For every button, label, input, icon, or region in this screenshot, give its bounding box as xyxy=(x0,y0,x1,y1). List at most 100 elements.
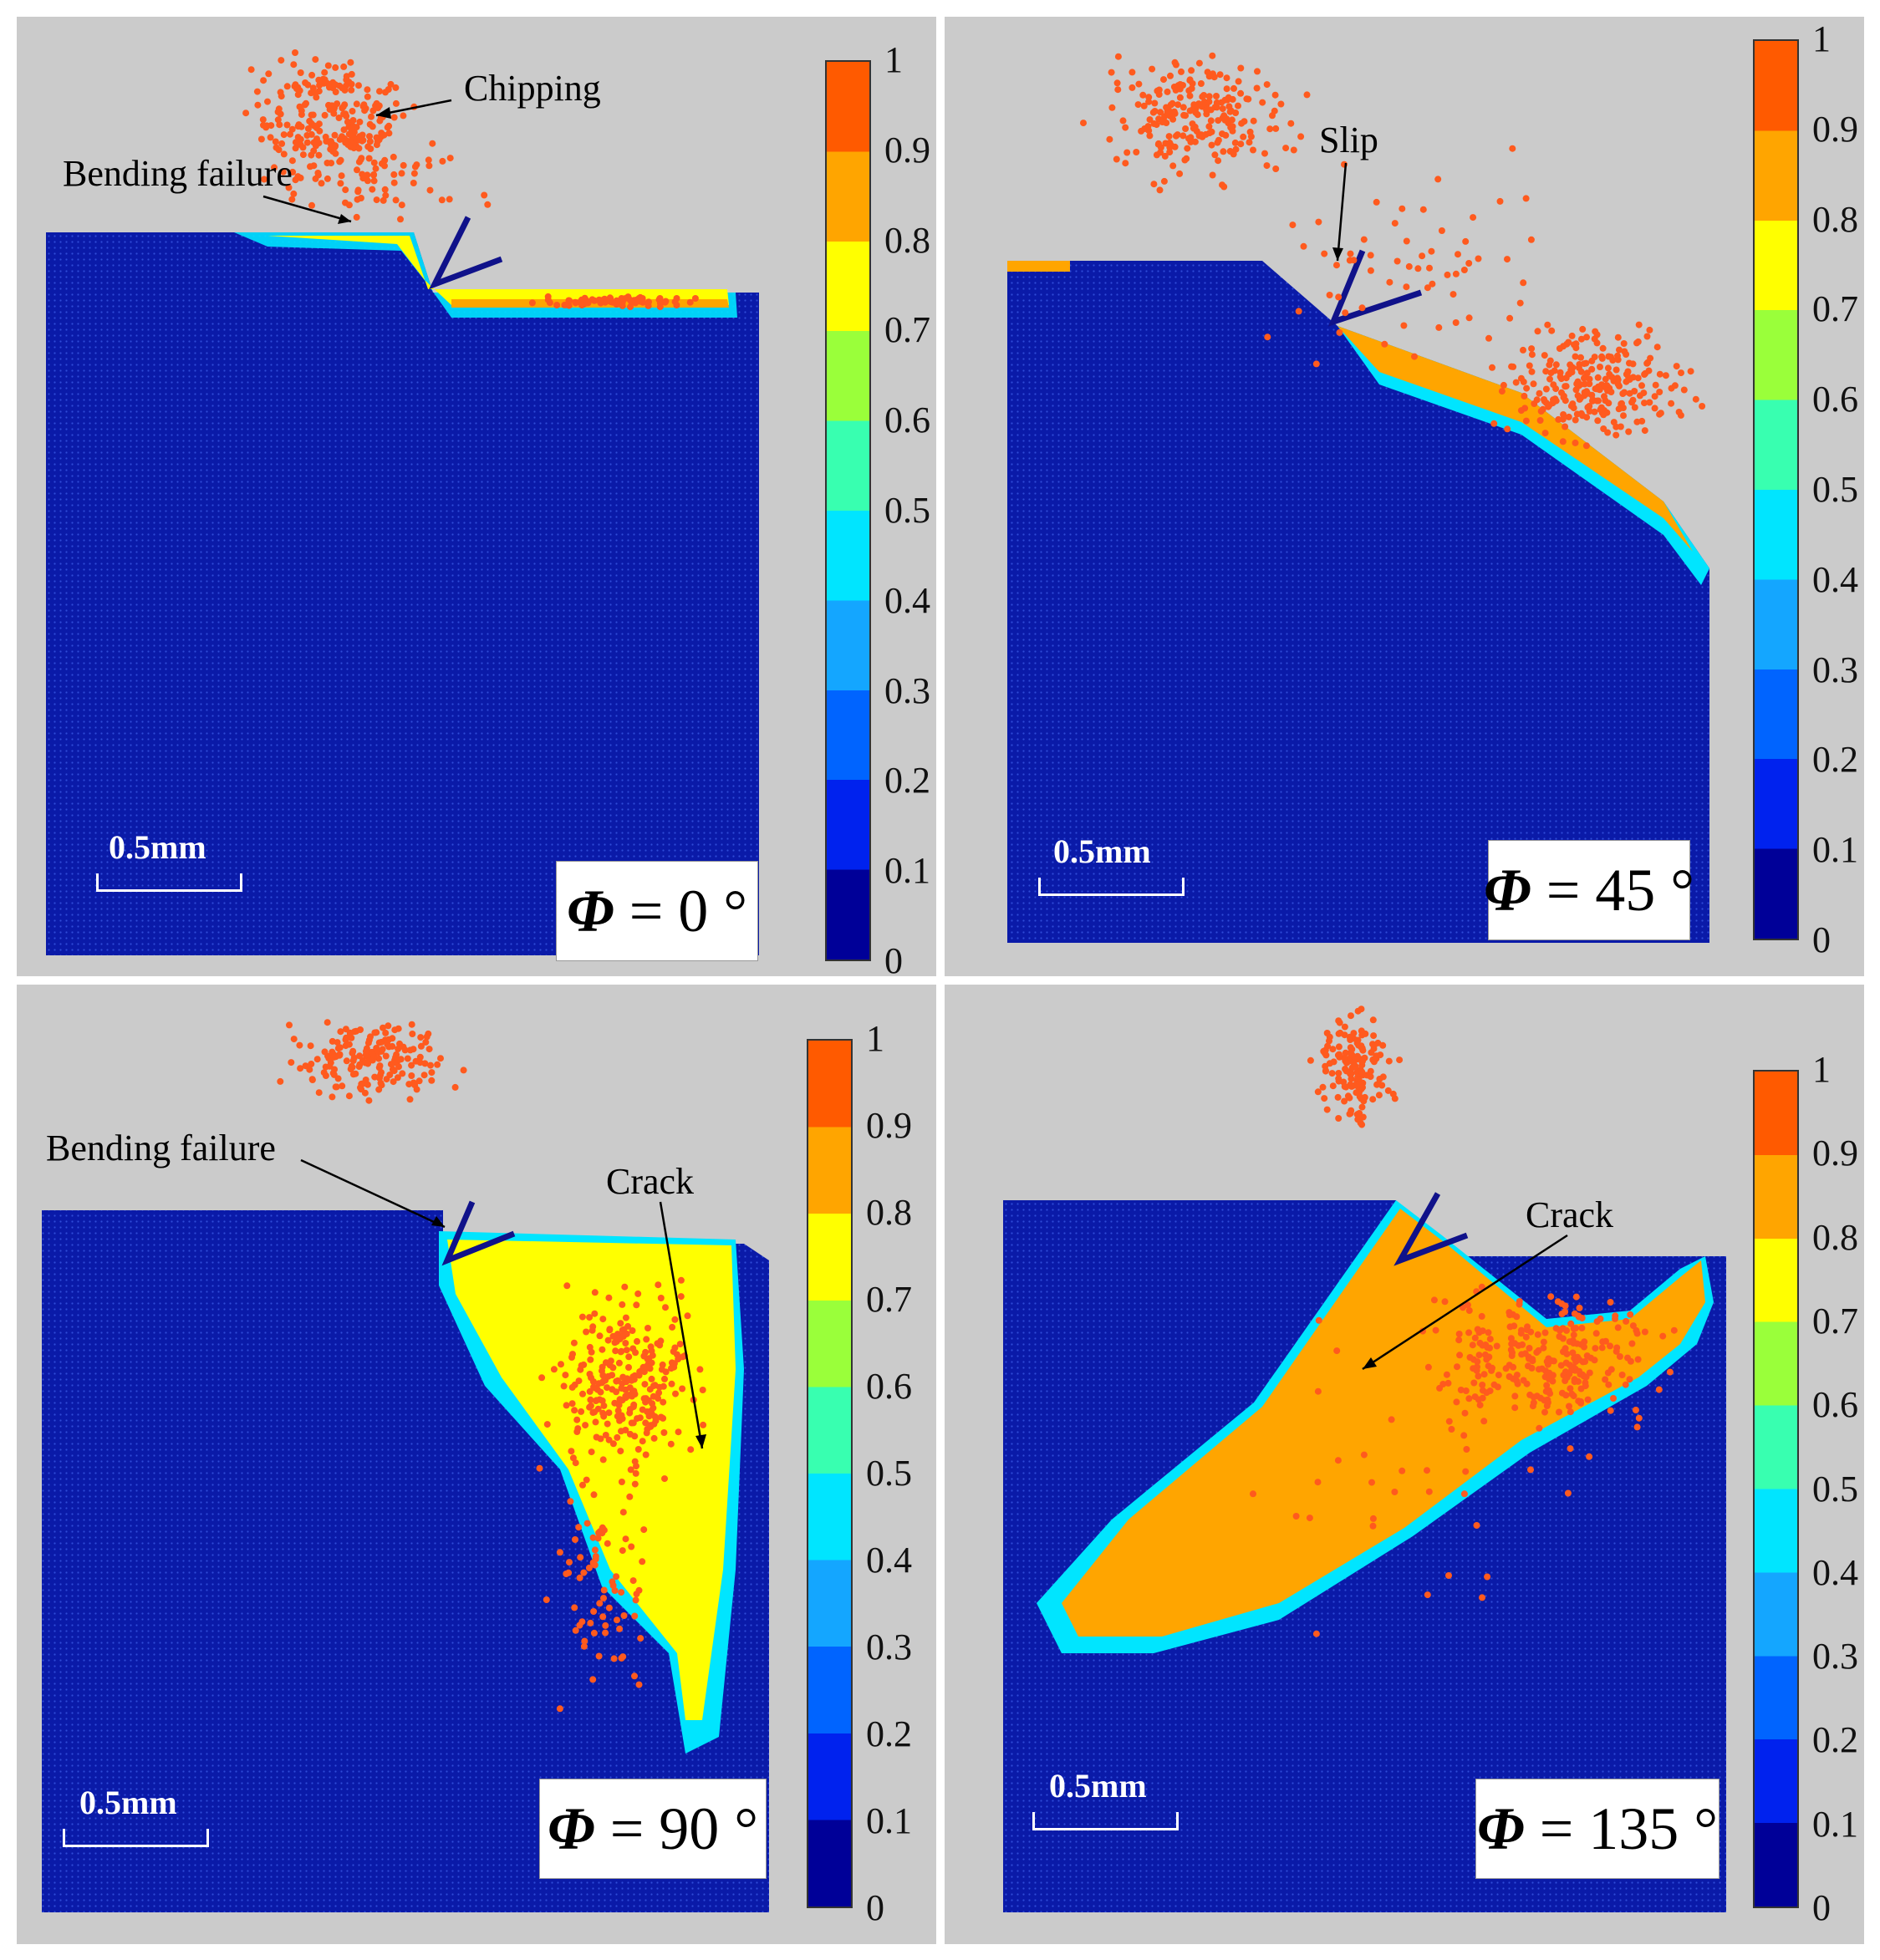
particle xyxy=(1666,1368,1674,1376)
particle xyxy=(639,1558,646,1565)
particle xyxy=(1475,1372,1482,1380)
particle xyxy=(1598,1344,1606,1352)
particle xyxy=(354,186,362,194)
particle xyxy=(1218,99,1225,106)
particle xyxy=(1282,145,1290,152)
particle xyxy=(1271,91,1279,99)
particle xyxy=(1370,1042,1378,1050)
particle xyxy=(684,1312,691,1320)
particle xyxy=(438,196,446,204)
colorbar-tick-label: 0.2 xyxy=(866,1713,912,1754)
particle xyxy=(329,1093,336,1101)
particle xyxy=(1564,1489,1572,1497)
particle xyxy=(1605,353,1613,360)
particle xyxy=(629,1577,637,1585)
particle xyxy=(1336,1051,1342,1058)
particle xyxy=(1557,1362,1565,1369)
particle xyxy=(247,66,255,74)
particle xyxy=(1263,81,1271,89)
particle xyxy=(1167,72,1174,79)
particle xyxy=(609,1364,617,1372)
particle xyxy=(1592,1330,1600,1337)
particle xyxy=(342,1036,349,1043)
particle xyxy=(321,69,329,76)
particle xyxy=(581,1637,588,1645)
particle xyxy=(617,1320,624,1327)
particle xyxy=(586,1387,594,1395)
particle xyxy=(1528,368,1536,375)
particle xyxy=(1204,69,1211,76)
particle xyxy=(642,1451,650,1459)
particle xyxy=(1322,1067,1329,1075)
particle xyxy=(1474,1326,1481,1333)
particle xyxy=(348,70,355,78)
particle xyxy=(1195,132,1203,140)
particle xyxy=(345,201,353,209)
particle xyxy=(1659,1332,1667,1340)
particle xyxy=(1424,1363,1432,1371)
particle xyxy=(1677,411,1684,419)
particle xyxy=(369,186,376,193)
particle xyxy=(1655,1386,1663,1393)
particle xyxy=(1375,1092,1383,1099)
particle xyxy=(625,1364,632,1371)
particle xyxy=(572,1536,578,1543)
particle xyxy=(375,136,383,144)
particle xyxy=(1572,416,1579,424)
particle xyxy=(582,1422,589,1429)
particle xyxy=(578,1618,586,1626)
particle xyxy=(1205,98,1213,105)
particle xyxy=(392,84,400,91)
colorbar-tick-label: 0 xyxy=(1812,1887,1831,1928)
particle xyxy=(347,59,354,66)
particle xyxy=(1626,1376,1633,1383)
particle xyxy=(377,114,385,121)
particle xyxy=(392,99,400,107)
particle xyxy=(543,1421,551,1428)
particle xyxy=(1526,362,1533,369)
particle xyxy=(1473,1288,1480,1296)
particle xyxy=(369,123,376,130)
particle xyxy=(349,1057,357,1064)
particle xyxy=(609,1332,617,1340)
particle xyxy=(279,168,287,176)
particle xyxy=(1582,1382,1589,1390)
particle xyxy=(1220,183,1228,191)
particle xyxy=(1548,1357,1556,1365)
particle xyxy=(594,1405,602,1413)
particle xyxy=(1500,381,1507,389)
particle xyxy=(1624,368,1632,375)
particle xyxy=(331,131,339,139)
particle xyxy=(410,180,417,186)
particle xyxy=(1150,181,1158,188)
particle xyxy=(621,295,629,303)
particle xyxy=(382,191,390,199)
particle xyxy=(619,1547,626,1555)
particle xyxy=(1475,255,1482,262)
particle xyxy=(314,170,322,176)
particle xyxy=(637,1635,644,1642)
phi-label-90: Φ = 90 ° xyxy=(539,1779,767,1879)
particle xyxy=(1186,107,1194,115)
particle xyxy=(572,1459,579,1467)
particle xyxy=(330,1053,338,1061)
particle xyxy=(1519,1341,1526,1348)
particle xyxy=(1163,104,1170,111)
particle xyxy=(1237,89,1245,97)
particle xyxy=(606,1326,614,1334)
particle xyxy=(1343,1059,1350,1067)
particle xyxy=(398,170,405,177)
colorbar-tick-label: 0.7 xyxy=(1812,1300,1858,1341)
particle xyxy=(1543,1382,1551,1389)
particle xyxy=(1197,80,1205,87)
particle xyxy=(1307,1056,1314,1064)
particle xyxy=(662,298,670,305)
particle xyxy=(1542,368,1550,375)
particle xyxy=(296,1041,303,1049)
particle xyxy=(1533,396,1541,404)
colorbar-tick-label: 0.5 xyxy=(866,1453,912,1494)
particle xyxy=(631,1458,639,1465)
particle xyxy=(643,1362,650,1370)
particle xyxy=(1172,86,1179,94)
particle xyxy=(1548,327,1556,334)
